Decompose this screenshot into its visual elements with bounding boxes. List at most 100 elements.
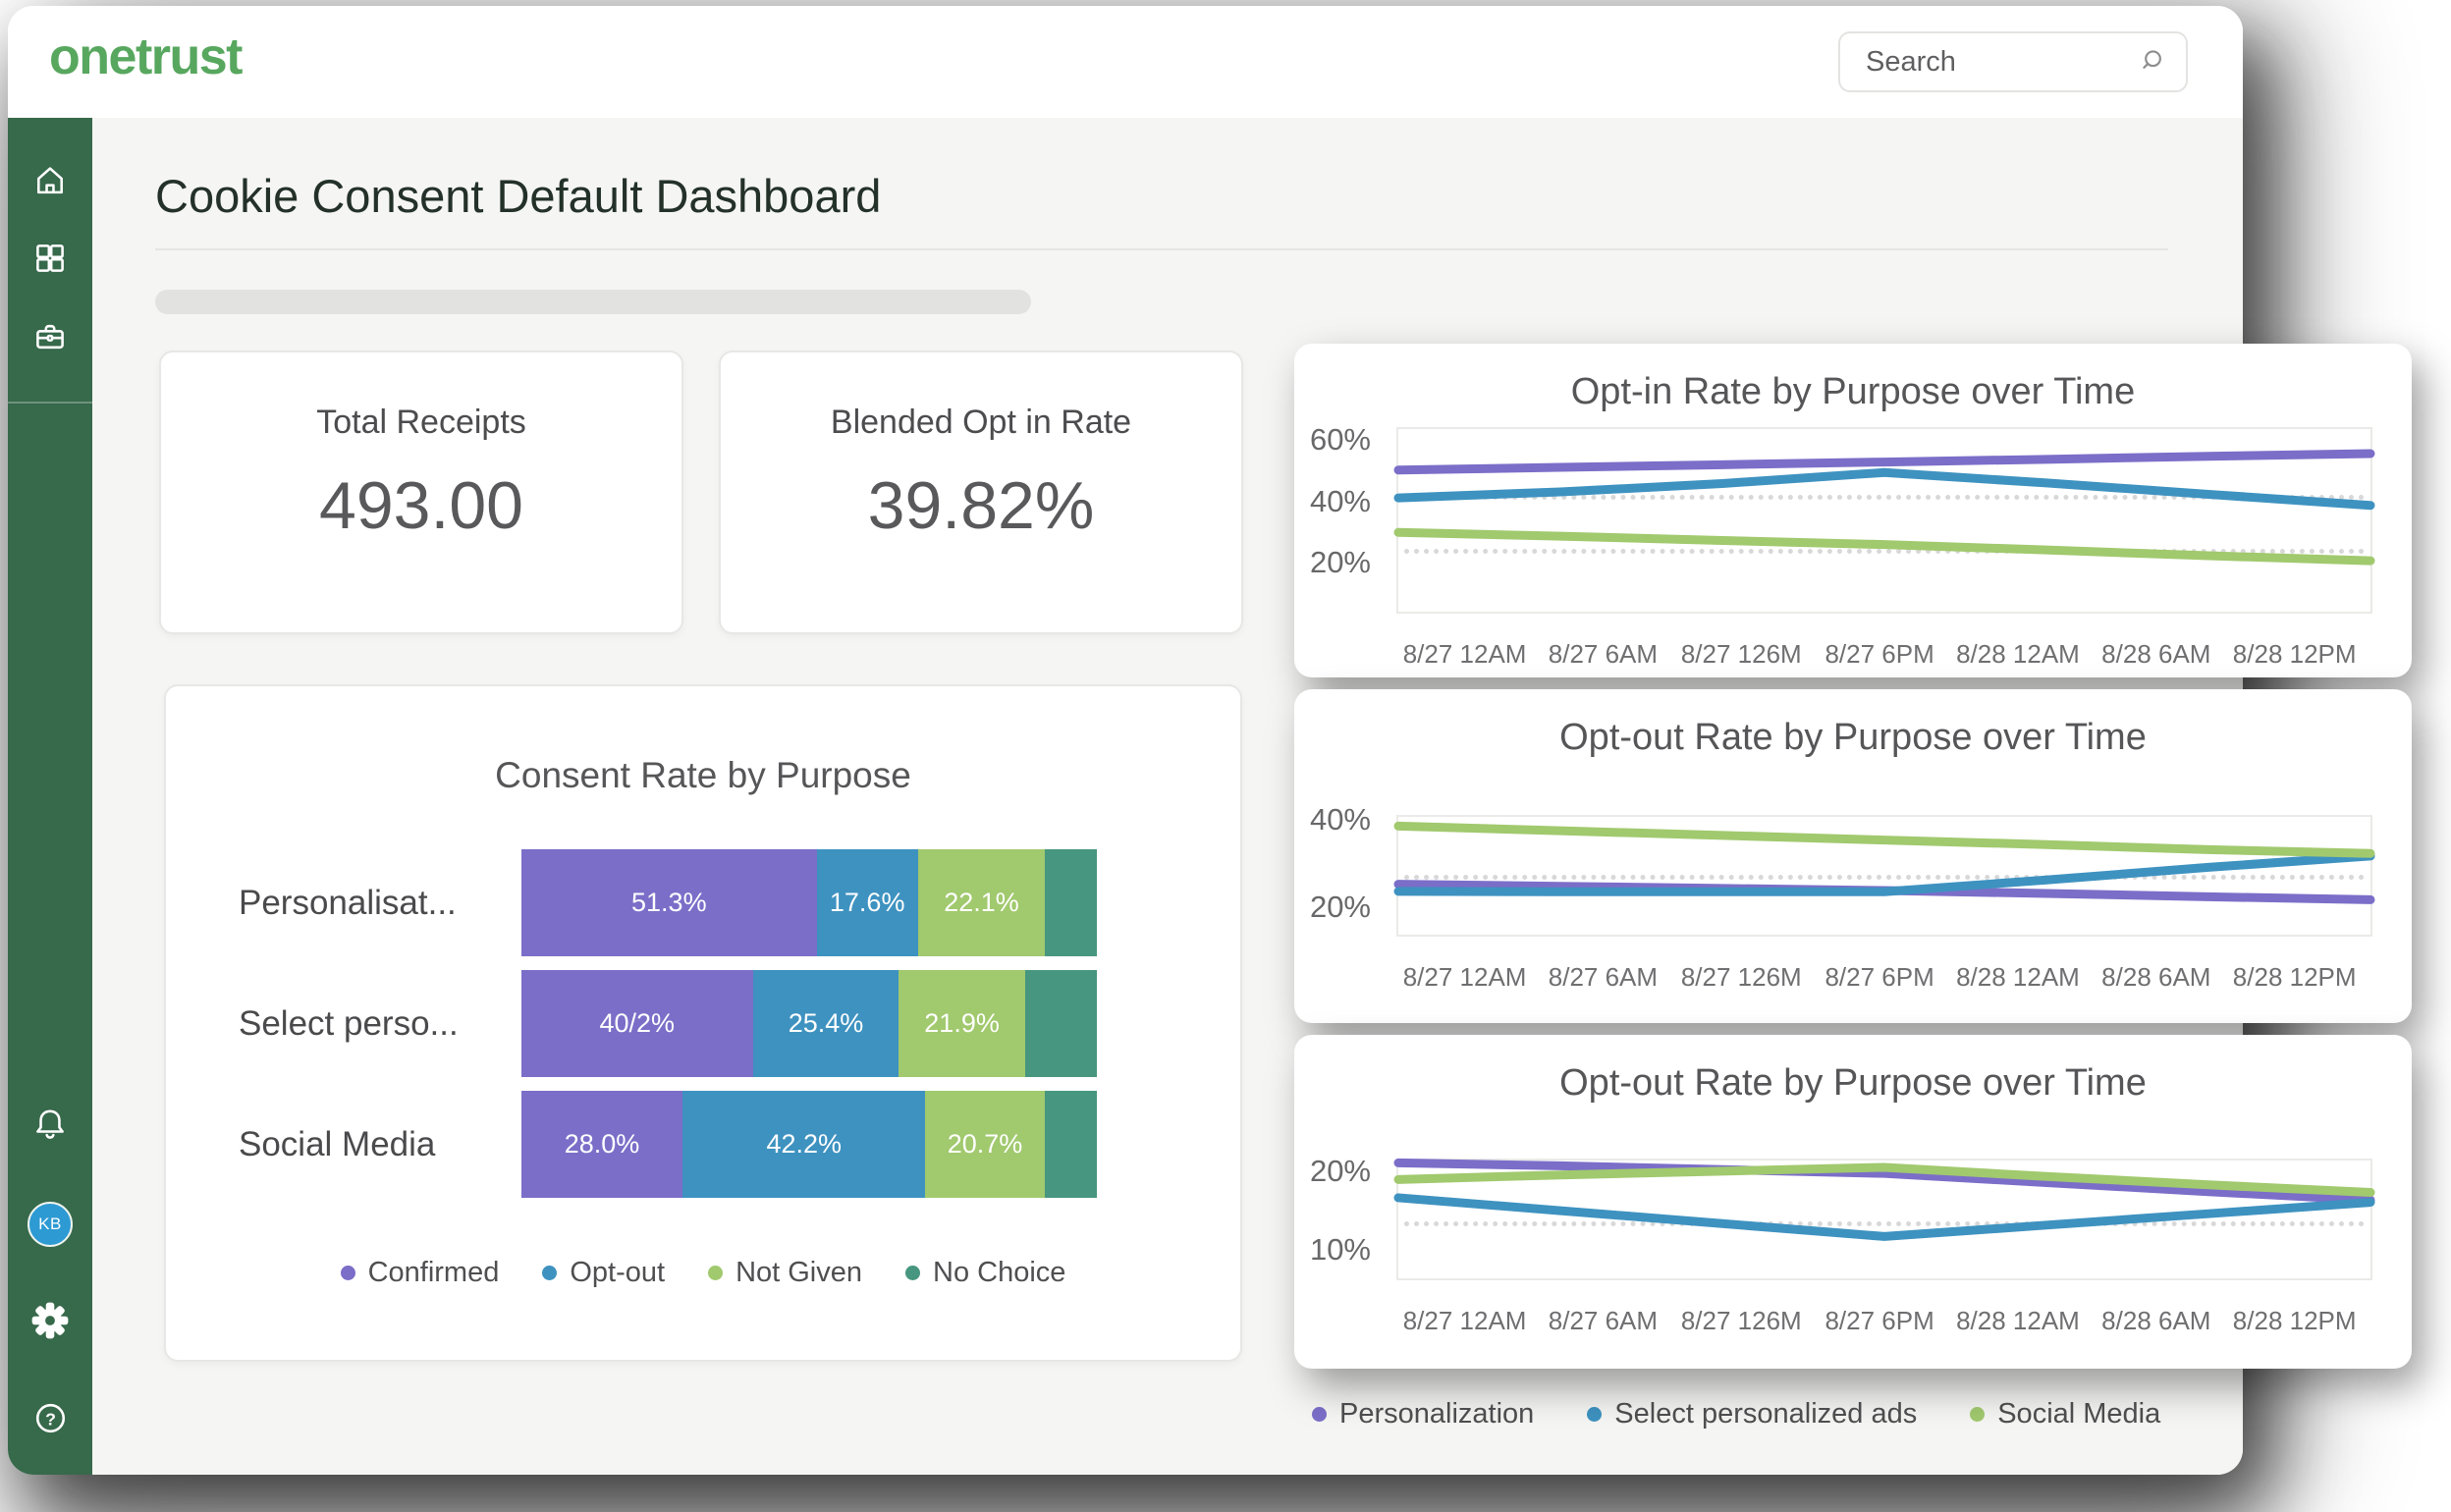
legend-item[interactable]: Social Media	[1970, 1398, 2160, 1431]
x-tick-label: 8/28 12AM	[1956, 1306, 2080, 1335]
legend-item[interactable]: Select personalized ads	[1587, 1398, 1917, 1431]
legend-label: No Choice	[933, 1257, 1066, 1288]
bar-segment-value: 51.3%	[631, 888, 707, 917]
consent-legend: Confirmed Opt-out Not Given No Choice	[166, 1257, 1240, 1289]
bell-icon	[32, 1107, 68, 1147]
y-axis: 60% 40% 20%	[1294, 422, 1396, 671]
line-series-plot	[1398, 429, 2370, 612]
stat-value: 39.82%	[867, 468, 1095, 543]
gear-icon	[31, 1302, 69, 1344]
bar-row-label: Personalisat...	[239, 883, 457, 922]
sidebar-divider	[8, 402, 92, 404]
avatar[interactable]: KB	[27, 1202, 73, 1247]
sidebar-item-notifications[interactable]	[8, 1101, 92, 1152]
x-tick-label: 8/28 12PM	[2232, 1306, 2357, 1335]
legend-item[interactable]: No Choice	[905, 1257, 1065, 1289]
line-series-select-personalized-ads	[1398, 472, 2370, 505]
x-tick-label: 8/28 12AM	[1956, 639, 2080, 669]
reference-gridline	[1404, 548, 2365, 554]
bar-segment	[1044, 1091, 1097, 1198]
bar-segment	[1024, 970, 1097, 1077]
line-plot	[1396, 1159, 2372, 1280]
y-tick-label: 40%	[1309, 483, 1371, 518]
x-tick-label: 8/27 12AM	[1402, 1306, 1527, 1335]
sidebar: KB	[8, 118, 92, 1475]
svg-text:?: ?	[45, 1409, 56, 1429]
legend-dot	[340, 1266, 355, 1280]
x-tick-label: 8/27 12AM	[1402, 962, 1527, 992]
reference-gridline	[1404, 495, 2365, 501]
legend-dot	[1312, 1407, 1327, 1422]
bar-row-label: Select perso...	[239, 1003, 459, 1043]
y-tick-label: 20%	[1309, 545, 1371, 580]
sidebar-item-apps[interactable]	[8, 235, 92, 286]
bar-segment: 25.4%	[752, 970, 899, 1077]
legend-item[interactable]: Confirmed	[340, 1257, 499, 1289]
legend-label: Social Media	[1997, 1398, 2161, 1430]
search-input[interactable]	[1840, 45, 2139, 79]
bar-row-label: Social Media	[239, 1124, 436, 1163]
x-tick-label: 8/27 126M	[1680, 1306, 1802, 1335]
bar-segment-value: 22.1%	[944, 888, 1019, 917]
line-plot	[1396, 427, 2372, 614]
legend-label: Personalization	[1339, 1398, 1535, 1430]
bar-segment-value: 17.6%	[829, 888, 905, 917]
x-tick-label: 8/28 12AM	[1956, 962, 2080, 992]
legend-label: Not Given	[735, 1257, 863, 1288]
legend-dot	[1587, 1407, 1603, 1422]
line-charts-column: Opt-in Rate by Purpose over Time 60% 40% 2…	[1294, 344, 2412, 1431]
chart-title: Opt-out Rate by Purpose over Time	[1559, 1062, 2147, 1104]
sidebar-item-help[interactable]: ?	[8, 1395, 92, 1446]
consent-rate-chart-card: Consent Rate by Purpose Personalisat... 5…	[164, 684, 1242, 1362]
x-tick-label: 8/27 6AM	[1548, 1306, 1659, 1335]
stat-card-total-receipts: Total Receipts 493.00	[159, 351, 683, 634]
legend-label: Opt-out	[570, 1257, 666, 1288]
stat-card-blended-opt-in-rate: Blended Opt in Rate 39.82%	[719, 351, 1243, 634]
search-box[interactable]	[1838, 31, 2188, 92]
bar-segment: 21.9%	[899, 970, 1025, 1077]
bar-segment: 20.7%	[925, 1091, 1045, 1198]
stat-label: Total Receipts	[316, 404, 526, 441]
line-charts-legend: Personalization Select personalized ads So…	[1294, 1398, 2412, 1431]
progress-skeleton	[155, 290, 1031, 314]
bar-segment: 28.0%	[521, 1091, 683, 1198]
legend-item[interactable]: Not Given	[708, 1257, 862, 1289]
sidebar-item-home[interactable]	[8, 156, 92, 207]
x-tick-label: 8/28 12PM	[2232, 639, 2357, 669]
line-series-social-media	[1398, 1167, 2370, 1193]
legend-dot	[708, 1266, 724, 1280]
sidebar-item-settings[interactable]	[8, 1297, 92, 1348]
y-tick-label: 40%	[1309, 802, 1371, 837]
line-series-select-personalized-ads	[1398, 856, 2370, 891]
y-axis: 40% 20%	[1294, 802, 1396, 994]
y-tick-label: 60%	[1309, 422, 1371, 458]
stacked-bar-chart: Personalisat... 51.3% 17.6% 22.1% Select per…	[239, 849, 1097, 1212]
bar-segment-value: 20.7%	[947, 1129, 1023, 1159]
stat-value: 493.00	[319, 468, 523, 543]
bar-segment-value: 25.4%	[788, 1008, 864, 1038]
opt-in-rate-chart-card: Opt-in Rate by Purpose over Time 60% 40% 2…	[1294, 344, 2412, 677]
legend-item[interactable]: Opt-out	[542, 1257, 665, 1289]
search-icon[interactable]	[2139, 48, 2166, 76]
x-tick-label: 8/27 6PM	[1825, 639, 1934, 669]
page-title: Cookie Consent Default Dashboard	[155, 170, 882, 222]
x-tick-label: 8/28 12PM	[2232, 962, 2357, 992]
bar-segment-value: 42.2%	[766, 1129, 842, 1159]
bar-row: Select perso... 40/2% 25.4% 21.9%	[239, 970, 1097, 1077]
bar-row: Personalisat... 51.3% 17.6% 22.1%	[239, 849, 1097, 956]
bar-segment: 22.1%	[917, 849, 1046, 956]
legend-item[interactable]: Personalization	[1312, 1398, 1534, 1431]
x-tick-label: 8/27 6AM	[1548, 962, 1659, 992]
topbar: onetrust	[8, 6, 2243, 118]
sidebar-item-projects[interactable]	[8, 313, 92, 364]
onetrust-logo: onetrust	[49, 28, 244, 85]
sidebar-item-account[interactable]: KB	[8, 1199, 92, 1250]
y-axis: 20% 10%	[1294, 1154, 1396, 1337]
x-axis: 8/27 12AM 8/27 6AM 8/27 126M 8/27 6PM 8/28 1…	[1396, 639, 2372, 671]
line-series-plot	[1398, 1161, 2370, 1278]
bar-segment: 42.2%	[682, 1091, 926, 1198]
stacked-bar: 40/2% 25.4% 21.9%	[521, 970, 1097, 1077]
chart-title: Opt-out Rate by Purpose over Time	[1559, 717, 2147, 758]
bar-segment-value: 28.0%	[564, 1129, 640, 1159]
stacked-bar: 28.0% 42.2% 20.7%	[521, 1091, 1097, 1198]
